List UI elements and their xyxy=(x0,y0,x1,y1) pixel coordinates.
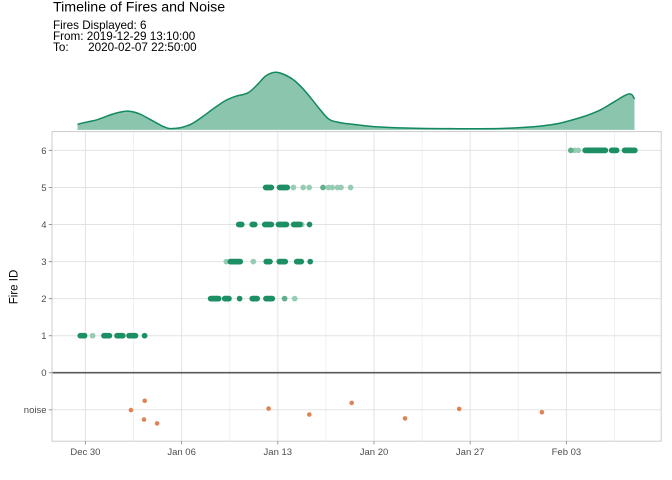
svg-text:4: 4 xyxy=(41,220,46,231)
svg-text:To: 2020-02-07 22:50:00: To: 2020-02-07 22:50:00 xyxy=(53,41,197,54)
svg-text:Dec 30: Dec 30 xyxy=(70,447,100,458)
svg-text:Jan 27: Jan 27 xyxy=(456,447,485,458)
svg-text:Feb 03: Feb 03 xyxy=(552,447,582,458)
svg-text:Fire ID: Fire ID xyxy=(9,270,21,305)
svg-text:3: 3 xyxy=(41,257,46,268)
svg-text:1: 1 xyxy=(41,331,46,342)
svg-text:2: 2 xyxy=(41,294,46,305)
svg-text:Jan 13: Jan 13 xyxy=(264,447,293,458)
svg-text:From: 2019-12-29 13:10:00: From: 2019-12-29 13:10:00 xyxy=(53,30,196,43)
svg-text:Jan 06: Jan 06 xyxy=(167,447,196,458)
svg-text:6: 6 xyxy=(41,146,46,157)
svg-text:Fires Displayed: 6: Fires Displayed: 6 xyxy=(53,19,147,32)
svg-text:noise: noise xyxy=(24,405,47,416)
svg-text:5: 5 xyxy=(41,183,46,194)
svg-text:Jan 20: Jan 20 xyxy=(360,447,389,458)
svg-text:Timeline of Fires and Noise: Timeline of Fires and Noise xyxy=(53,0,225,16)
svg-text:0: 0 xyxy=(41,368,46,379)
